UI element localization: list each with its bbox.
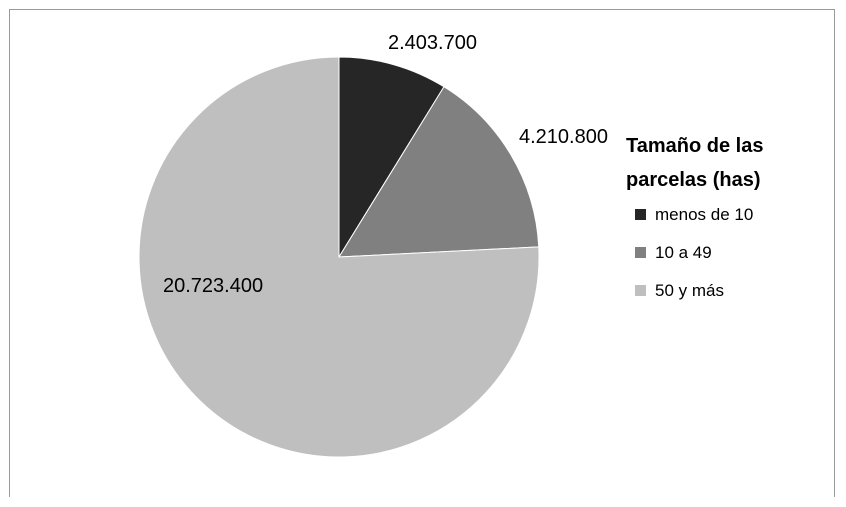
pie-slice-menos-de-10 xyxy=(338,56,445,259)
pie-slices xyxy=(138,56,540,458)
pie-slice-50-y-mas xyxy=(138,56,540,458)
legend-swatch-menos-de-10 xyxy=(635,209,646,220)
chart-frame xyxy=(9,9,835,497)
legend-label-10-a-49: 10 a 49 xyxy=(655,243,712,262)
legend-label-50-y-mas: 50 y más xyxy=(655,281,724,300)
pie-slice-10-a-49 xyxy=(338,86,540,258)
legend-title-line-1: Tamaño de las xyxy=(626,135,763,157)
pie-data-labels: 2.403.700 4.210.800 20.723.400 xyxy=(163,32,608,297)
data-label-10-a-49: 4.210.800 xyxy=(519,126,608,148)
legend-swatch-50-y-mas xyxy=(635,285,646,296)
legend-title-line-2: parcelas (has) xyxy=(626,169,761,191)
legend-label-menos-de-10: menos de 10 xyxy=(655,205,753,224)
data-label-menos-de-10: 2.403.700 xyxy=(388,32,477,54)
legend: Tamaño de las parcelas (has) menos de 10… xyxy=(626,135,763,300)
legend-items: menos de 10 10 a 49 50 y más xyxy=(635,205,753,300)
data-label-50-y-mas: 20.723.400 xyxy=(163,275,263,297)
legend-swatch-10-a-49 xyxy=(635,247,646,258)
